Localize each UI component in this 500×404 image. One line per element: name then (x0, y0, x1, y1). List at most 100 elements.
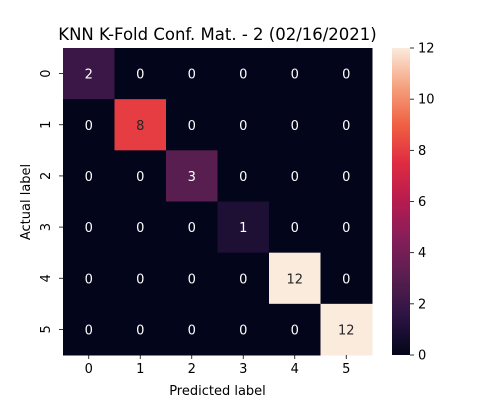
cell-annotation-0-0: 2 (85, 68, 93, 83)
y-tick-label-3: 3 (39, 223, 54, 231)
colorbar-tick-label-3: 6 (418, 195, 426, 210)
cell-annotation-1-0: 0 (85, 119, 93, 134)
heatmap-cell-2-5 (320, 150, 373, 202)
y-axis: 0 1 2 3 4 5 (39, 69, 63, 334)
cell-annotation-1-1: 8 (136, 119, 144, 134)
heatmap-cell-5-1 (114, 303, 167, 356)
cell-annotation-0-3: 0 (239, 68, 247, 83)
heatmap-cell-1-4 (269, 99, 321, 151)
cell-annotation-5-3: 0 (239, 323, 247, 338)
cell-annotation-2-1: 0 (136, 170, 144, 185)
heatmap-cell-4-4 (269, 252, 321, 305)
heatmap-cell-3-4 (269, 201, 321, 254)
heatmap-cell-2-3 (217, 150, 270, 202)
cell-annotation-5-5: 12 (338, 323, 355, 338)
heatmap-cell-0-2 (166, 48, 218, 100)
y-axis-label: Actual label (19, 164, 34, 240)
heatmap-cell-3-5 (320, 201, 373, 254)
cell-annotation-1-3: 0 (239, 119, 247, 134)
colorbar-tick-label-5: 10 (418, 93, 435, 108)
heatmap-cell-5-5 (320, 303, 373, 356)
heatmap-cell-5-2 (166, 303, 218, 356)
cell-annotations: 2 0 0 0 0 0 0 8 0 0 0 0 0 0 3 0 0 0 0 0 0 1 0 0 0 0 0 0 12 0 0 0 0 0 0 12 (85, 68, 355, 339)
y-tick-label-5: 5 (39, 325, 54, 333)
y-tick-label-4: 4 (39, 274, 54, 282)
cell-annotation-2-5: 0 (342, 170, 350, 185)
cell-annotation-3-0: 0 (85, 221, 93, 236)
colorbar-tick-label-1: 2 (418, 297, 426, 312)
heatmap-cell-2-1 (114, 150, 167, 202)
heatmap-cell-5-4 (269, 303, 321, 356)
colorbar-tick-label-6: 12 (418, 42, 435, 57)
heatmap-cell-4-2 (166, 252, 218, 305)
cell-annotation-0-5: 0 (342, 68, 350, 83)
cell-annotation-5-1: 0 (136, 323, 144, 338)
cell-annotation-0-1: 0 (136, 68, 144, 83)
cell-annotation-2-3: 0 (239, 170, 247, 185)
heatmap-cell-1-0 (63, 99, 115, 151)
colorbar-axis: 0 2 4 6 8 10 12 (410, 42, 435, 364)
heatmap-cell-1-2 (166, 99, 218, 151)
cell-annotation-2-2: 3 (188, 170, 196, 185)
heatmap-cell-1-3 (217, 99, 270, 151)
heatmap-cell-1-5 (320, 99, 373, 151)
colorbar-tick-label-2: 4 (418, 246, 426, 261)
cell-annotation-3-3: 1 (239, 221, 247, 236)
cell-annotation-3-1: 0 (136, 221, 144, 236)
heatmap-cell-4-5 (320, 252, 373, 305)
cell-annotation-3-4: 0 (291, 221, 299, 236)
heatmap-cell-3-3 (217, 201, 270, 254)
cell-annotation-4-1: 0 (136, 272, 144, 287)
heatmap-cell-0-4 (269, 48, 321, 100)
colorbar (392, 48, 410, 355)
heatmap-cell-0-3 (217, 48, 270, 100)
x-tick-label-4: 4 (291, 362, 299, 377)
y-tick-label-2: 2 (39, 172, 54, 180)
x-tick-label-0: 0 (85, 362, 93, 377)
cell-annotation-3-5: 0 (342, 221, 350, 236)
heatmap-cell-0-5 (320, 48, 373, 100)
heatmap-cell-5-3 (217, 303, 270, 356)
cell-annotation-1-2: 0 (188, 119, 196, 134)
heatmap-cell-3-2 (166, 201, 218, 254)
y-tick-label-1: 1 (39, 121, 54, 129)
x-tick-label-2: 2 (188, 362, 196, 377)
cell-annotation-3-2: 0 (188, 221, 196, 236)
heatmap-cell-0-1 (114, 48, 167, 100)
cell-annotation-1-5: 0 (342, 119, 350, 134)
cell-annotation-4-4: 12 (286, 272, 303, 287)
heatmap-cell-4-0 (63, 252, 115, 305)
heatmap-cell-2-4 (269, 150, 321, 202)
x-axis: 0 1 2 3 4 5 (85, 355, 350, 377)
heatmap-cell-4-1 (114, 252, 167, 305)
cell-annotation-0-2: 0 (188, 68, 196, 83)
heatmap-cells (63, 48, 373, 356)
cell-annotation-5-2: 0 (188, 323, 196, 338)
cell-annotation-5-4: 0 (291, 323, 299, 338)
x-axis-label: Predicted label (169, 384, 266, 399)
cell-annotation-5-0: 0 (85, 323, 93, 338)
cell-annotation-4-2: 0 (188, 272, 196, 287)
colorbar-tick-label-4: 8 (418, 144, 426, 159)
chart-title: KNN K-Fold Conf. Mat. - 2 (02/16/2021) (58, 25, 377, 44)
x-tick-label-5: 5 (342, 362, 350, 377)
heatmap-cell-1-1 (114, 99, 167, 151)
heatmap-cell-2-2 (166, 150, 218, 202)
cell-annotation-2-0: 0 (85, 170, 93, 185)
heatmap-cell-3-0 (63, 201, 115, 254)
heatmap-cell-0-0 (63, 48, 115, 100)
cell-annotation-4-0: 0 (85, 272, 93, 287)
colorbar-tick-label-0: 0 (418, 349, 426, 364)
heatmap-cell-5-0 (63, 303, 115, 356)
cell-annotation-2-4: 0 (291, 170, 299, 185)
heatmap-cell-2-0 (63, 150, 115, 202)
x-tick-label-1: 1 (136, 362, 144, 377)
cell-annotation-4-3: 0 (239, 272, 247, 287)
heatmap-cell-4-3 (217, 252, 270, 305)
x-tick-label-3: 3 (239, 362, 247, 377)
cell-annotation-1-4: 0 (291, 119, 299, 134)
cell-annotation-0-4: 0 (291, 68, 299, 83)
y-tick-label-0: 0 (39, 69, 54, 77)
